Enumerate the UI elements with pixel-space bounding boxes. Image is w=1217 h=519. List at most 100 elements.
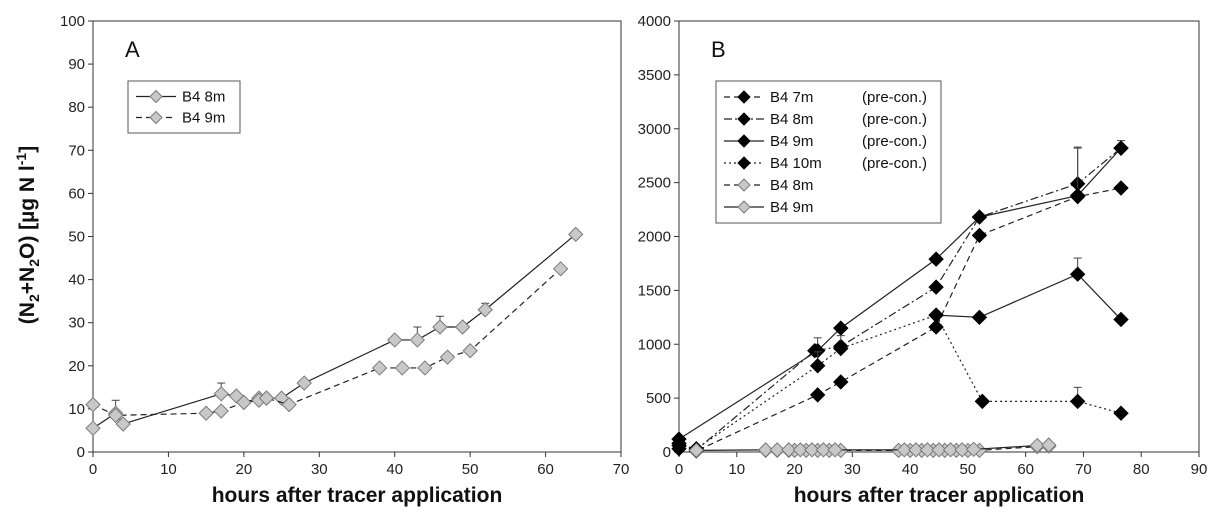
- data-point: [1113, 140, 1129, 156]
- y-tick-label: 1500: [638, 282, 671, 299]
- legend-marker: [737, 156, 751, 170]
- x-tick-label: 40: [902, 461, 919, 478]
- y-tick-label: 2500: [638, 175, 671, 192]
- y-tick-label: 80: [68, 99, 85, 116]
- data-point: [454, 319, 471, 335]
- x-tick-label: 40: [386, 461, 403, 478]
- y-tick-label: 3000: [638, 121, 671, 138]
- x-tick-label: 30: [311, 461, 328, 478]
- y-axis-title: (N2+N2O) [µg N l-1]: [13, 146, 42, 324]
- data-point: [769, 442, 785, 458]
- data-point: [965, 441, 982, 458]
- x-tick-label: 90: [1191, 461, 1208, 478]
- legend-entry: B4 8m: [182, 89, 225, 106]
- data-point: [85, 420, 101, 437]
- data-point: [258, 390, 275, 406]
- series-line: [92, 233, 577, 429]
- series-line: [678, 187, 1122, 452]
- data-point: [815, 442, 832, 458]
- data-point: [394, 360, 410, 376]
- x-axis-title: hours after tracer application: [212, 484, 503, 507]
- series-line: [936, 273, 1122, 320]
- data-point: [552, 261, 569, 277]
- y-tick-label: 1000: [638, 336, 671, 353]
- y-tick-label: 50: [68, 229, 85, 246]
- legend-suffix: (pre-con.): [862, 89, 927, 106]
- data-point: [804, 442, 820, 458]
- x-tick-label: 10: [728, 461, 745, 478]
- legend-marker: [737, 90, 751, 104]
- series-line: [678, 314, 1122, 450]
- legend-marker: [737, 200, 751, 214]
- data-point: [1069, 266, 1086, 282]
- legend-entry: B4 7m: [770, 89, 813, 106]
- data-point: [213, 403, 229, 419]
- data-point: [1113, 311, 1129, 328]
- data-point: [954, 442, 970, 458]
- legend-entry: B4 9m: [182, 110, 225, 127]
- data-point: [1069, 393, 1086, 410]
- legend-box: [127, 80, 241, 134]
- data-point: [296, 375, 312, 391]
- legend-suffix: (pre-con.): [862, 111, 927, 128]
- legend-marker: [737, 134, 751, 148]
- data-point: [671, 437, 687, 454]
- legend-marker: [149, 110, 163, 125]
- data-point: [833, 320, 849, 336]
- data-point: [896, 442, 913, 458]
- x-tick-label: 20: [236, 461, 253, 478]
- data-point: [236, 394, 252, 411]
- data-point: [439, 349, 456, 365]
- data-point: [417, 360, 433, 376]
- data-point: [809, 387, 826, 403]
- panel-label: A: [125, 37, 140, 62]
- data-point: [781, 442, 797, 458]
- data-point: [809, 358, 826, 374]
- series-line: [678, 147, 1122, 451]
- y-tick-label: 3500: [638, 67, 671, 84]
- panel-a: 0 10 20 30 40 50 60 70 80 90 100 0 10 20 30 40 50 60 70 hou…: [60, 13, 629, 507]
- x-tick-label: 20: [786, 461, 803, 478]
- y-tick-label: 0: [663, 444, 671, 461]
- y-tick-label: 20: [68, 358, 85, 375]
- x-tick-label: 50: [960, 461, 977, 478]
- legend-suffix: (pre-con.): [862, 155, 927, 172]
- y-tick-label: 4000: [638, 13, 671, 30]
- x-tick-label: 60: [1017, 461, 1034, 478]
- panel-b: 0 500 1000 1500 2000 2500 3000 3500 4000 0 10 20 30 4…: [638, 13, 1208, 507]
- x-tick-label: 0: [675, 461, 683, 478]
- panel-label: B: [711, 37, 726, 62]
- data-point: [928, 279, 944, 295]
- legend-marker: [149, 89, 163, 104]
- x-tick-label: 60: [537, 461, 554, 478]
- data-point: [371, 360, 388, 376]
- data-point: [387, 332, 403, 348]
- data-point: [931, 442, 947, 458]
- data-point: [1041, 437, 1057, 453]
- y-tick-label: 2000: [638, 229, 671, 246]
- y-tick-label: 500: [646, 390, 671, 407]
- data-point: [115, 416, 131, 432]
- y-tick-label: 0: [77, 444, 85, 461]
- data-point: [919, 442, 936, 458]
- data-point: [928, 307, 944, 323]
- data-point: [432, 319, 448, 335]
- y-tick-label: 70: [68, 142, 85, 159]
- data-point: [1029, 437, 1045, 454]
- data-point: [833, 374, 849, 390]
- y-tick-label: 40: [68, 272, 85, 289]
- data-point: [85, 396, 101, 413]
- y-tick-label: 10: [68, 401, 85, 418]
- data-point: [928, 251, 944, 267]
- legend-entry: B4 8m: [770, 177, 813, 194]
- y-tick-label: 100: [60, 13, 85, 30]
- data-point: [1113, 180, 1129, 196]
- legend-box: [715, 80, 942, 224]
- data-point: [107, 407, 124, 424]
- data-point: [1069, 187, 1086, 204]
- legend-entry: B4 9m: [770, 133, 813, 150]
- data-point: [198, 405, 214, 421]
- data-point: [833, 340, 849, 357]
- legend-entry: B4 9m: [770, 199, 813, 216]
- legend-suffix: (pre-con.): [862, 133, 927, 150]
